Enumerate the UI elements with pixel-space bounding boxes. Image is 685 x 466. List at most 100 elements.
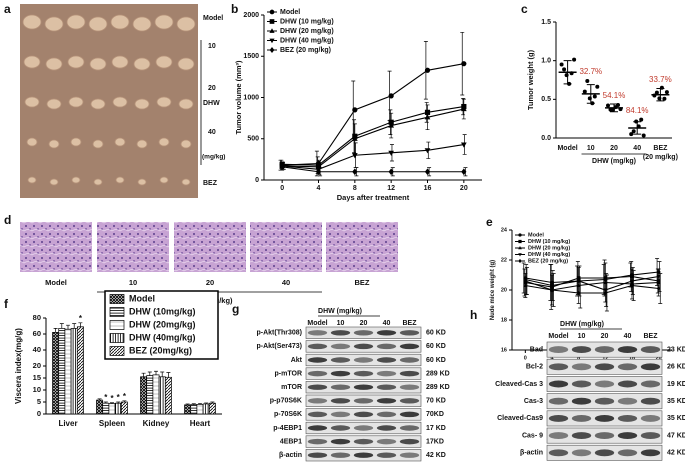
marker: [550, 284, 554, 288]
band: [399, 330, 420, 336]
protein-label: p-70S6K: [274, 411, 302, 418]
tumor: [67, 55, 85, 69]
error-bar: [198, 403, 202, 405]
legend-label: BEZ (20 mg/kg): [528, 258, 568, 264]
bar: [108, 403, 116, 415]
size-label: 35 KD: [667, 415, 685, 422]
marker: [518, 246, 522, 250]
band: [594, 414, 615, 422]
error-bar: [147, 371, 152, 376]
panel-label: g: [232, 302, 239, 316]
band: [640, 380, 661, 388]
band: [571, 397, 592, 405]
band: [330, 384, 351, 390]
tumor-photo: [20, 4, 198, 198]
band: [330, 425, 351, 431]
tumor: [27, 176, 37, 184]
error-bar: [122, 400, 127, 402]
tumor: [137, 178, 147, 186]
error-bar: [563, 60, 572, 85]
marker: [518, 258, 522, 264]
lane-label: 20: [360, 320, 368, 327]
image-label: 20: [206, 278, 214, 287]
error-bar: [97, 398, 102, 401]
annotation: 54.1%: [603, 91, 626, 100]
legend-swatch: [109, 333, 125, 343]
band: [399, 384, 420, 390]
panel-label: a: [4, 2, 11, 16]
size-label: 19 KD: [667, 381, 685, 388]
band: [640, 346, 661, 354]
y-tick-label: 500: [247, 136, 259, 143]
y-tick-label: 5: [37, 397, 41, 406]
data-point: [595, 84, 600, 89]
error-bar: [160, 371, 165, 377]
error-bar: [166, 372, 171, 378]
y-tick-label: 18: [501, 317, 507, 323]
x-tick-label: 0: [280, 185, 284, 192]
band: [353, 411, 374, 418]
series-line: [525, 271, 659, 284]
marker: [518, 233, 522, 237]
error-bar: [633, 121, 642, 135]
tumor: [156, 96, 172, 108]
tumor: [26, 137, 38, 147]
marker: [461, 168, 467, 176]
y-tick-label: 0: [37, 409, 41, 418]
legend-label: DHW (40 mg/kg): [280, 37, 334, 44]
band: [594, 397, 615, 405]
x-tick-label: 4: [317, 185, 321, 192]
protein-label: p-Akt(Ser473): [256, 343, 302, 350]
error-bar: [78, 322, 83, 327]
legend-label: DHW (20 mg/kg): [280, 28, 334, 35]
y-axis-label: Tumor weight (g): [526, 49, 535, 110]
unit-label: (mg/kg): [202, 154, 225, 161]
marker: [279, 163, 285, 171]
marker: [630, 279, 634, 284]
marker: [351, 135, 358, 141]
band: [307, 357, 328, 363]
band: [376, 343, 397, 350]
size-label: 60 KD: [426, 330, 446, 337]
band: [617, 449, 638, 457]
tumor: [24, 96, 40, 108]
band: [640, 449, 661, 457]
band: [399, 343, 420, 350]
annotation: 33.7%: [649, 75, 672, 84]
x-tick-label: 20: [656, 355, 662, 361]
tumor: [133, 57, 151, 71]
marker: [269, 28, 275, 33]
protein-label: p-mTOR: [275, 370, 302, 377]
x-tick-label: 0: [524, 355, 527, 361]
tumor: [158, 137, 170, 147]
bar: [208, 402, 216, 415]
x-tick-label: 16: [424, 185, 432, 192]
band: [548, 449, 569, 457]
size-label: 289 KD: [426, 370, 450, 377]
band: [617, 380, 638, 388]
protein-label: p-Akt(Thr308): [256, 330, 302, 337]
band: [594, 432, 615, 440]
protein-label: Cleaved-Cas 3: [495, 381, 543, 388]
band: [640, 432, 661, 440]
protein-label: β-actin: [520, 450, 543, 457]
row-label: BEZ: [203, 180, 218, 187]
data-point: [664, 90, 669, 95]
error-bar: [185, 403, 190, 405]
marker: [656, 286, 661, 291]
marker: [269, 46, 275, 54]
marker: [603, 288, 608, 293]
band: [330, 357, 351, 363]
bar: [102, 402, 110, 415]
bar: [64, 328, 72, 415]
protein-label: Cleaved-Cas9: [497, 415, 543, 422]
size-label: 17KD: [426, 438, 444, 445]
error-bar: [141, 372, 146, 377]
band: [353, 425, 374, 431]
marker: [461, 61, 467, 67]
tumor: [23, 55, 41, 69]
band: [399, 425, 420, 431]
protein-label: mTOR: [281, 384, 302, 391]
marker: [630, 283, 634, 288]
